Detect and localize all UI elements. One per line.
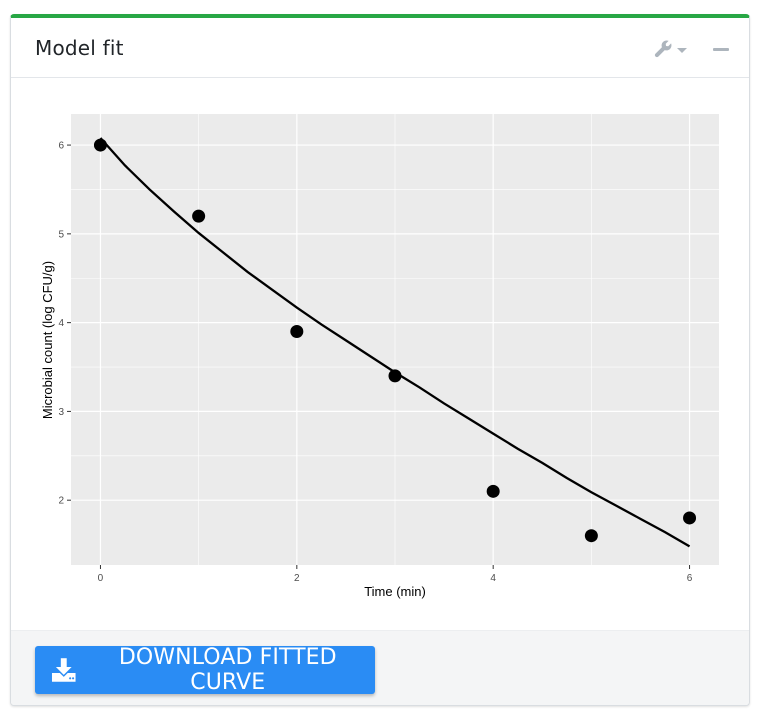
minor-gridlines bbox=[71, 114, 719, 565]
data-point bbox=[290, 325, 304, 339]
download-fitted-curve-button[interactable]: DOWNLOAD FITTED CURVE bbox=[35, 645, 375, 695]
x-axis-label: Time (min) bbox=[364, 584, 426, 599]
download-button-label: DOWNLOAD FITTED CURVE bbox=[118, 645, 337, 695]
x-axis: 0 2 4 6 bbox=[98, 565, 693, 584]
y-tick-label: 6 bbox=[58, 141, 64, 152]
y-axis-label: Microbial count (log CFU/g) bbox=[40, 261, 55, 419]
settings-dropdown-button[interactable] bbox=[653, 39, 687, 59]
data-point bbox=[486, 484, 500, 498]
card-body: 2 3 4 5 6 0 2 4 6 Time (min) Microbial count (l… bbox=[11, 78, 749, 630]
data-point bbox=[192, 209, 206, 223]
data-points bbox=[93, 138, 697, 543]
model-fit-chart: 2 3 4 5 6 0 2 4 6 Time (min) Microbial count (l… bbox=[40, 114, 719, 599]
y-tick-label: 3 bbox=[58, 407, 64, 418]
wrench-icon bbox=[654, 40, 672, 58]
x-tick-label: 4 bbox=[490, 573, 496, 584]
card-tools bbox=[653, 38, 729, 60]
data-point bbox=[584, 529, 598, 543]
x-tick-label: 2 bbox=[294, 573, 300, 584]
card-title: Model fit bbox=[35, 36, 124, 60]
data-point bbox=[683, 511, 697, 525]
collapse-button[interactable] bbox=[713, 41, 729, 57]
download-icon bbox=[51, 658, 76, 682]
y-tick-label: 5 bbox=[58, 229, 64, 240]
y-tick-label: 4 bbox=[58, 318, 64, 329]
x-tick-label: 6 bbox=[687, 573, 693, 584]
model-fit-card: Model fit 2 3 4 5 6 0 2 4 6 Time (min) Microbia… bbox=[10, 14, 750, 706]
data-point bbox=[93, 138, 107, 152]
y-tick-label: 2 bbox=[58, 496, 64, 507]
card-header: Model fit bbox=[11, 18, 749, 78]
card-footer: DOWNLOAD FITTED CURVE bbox=[11, 630, 749, 705]
x-tick-label: 0 bbox=[98, 573, 104, 584]
y-axis: 2 3 4 5 6 bbox=[58, 141, 71, 507]
chevron-down-icon bbox=[677, 47, 687, 53]
data-point bbox=[388, 369, 402, 383]
